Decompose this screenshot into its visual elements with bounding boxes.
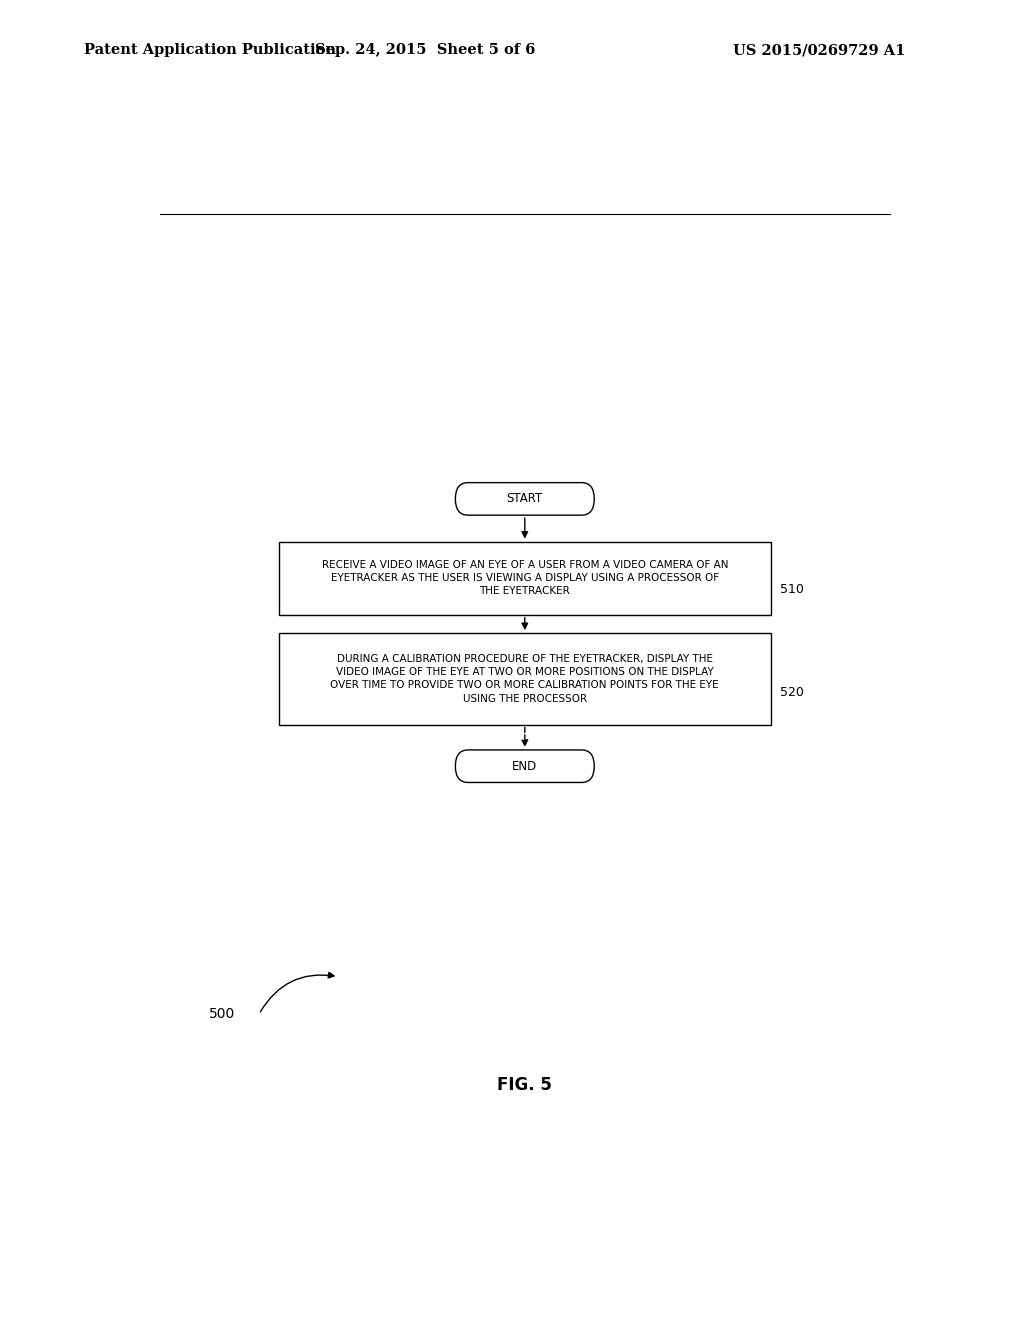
Text: 520: 520 <box>780 686 804 700</box>
Text: 500: 500 <box>209 1007 236 1022</box>
FancyBboxPatch shape <box>279 634 771 725</box>
Text: FIG. 5: FIG. 5 <box>498 1076 552 1094</box>
Text: Sep. 24, 2015  Sheet 5 of 6: Sep. 24, 2015 Sheet 5 of 6 <box>314 44 536 57</box>
Text: RECEIVE A VIDEO IMAGE OF AN EYE OF A USER FROM A VIDEO CAMERA OF AN
EYETRACKER A: RECEIVE A VIDEO IMAGE OF AN EYE OF A USE… <box>322 560 728 597</box>
FancyBboxPatch shape <box>456 750 594 783</box>
Text: START: START <box>507 492 543 506</box>
FancyBboxPatch shape <box>456 483 594 515</box>
Text: END: END <box>512 760 538 772</box>
Text: DURING A CALIBRATION PROCEDURE OF THE EYETRACKER, DISPLAY THE
VIDEO IMAGE OF THE: DURING A CALIBRATION PROCEDURE OF THE EY… <box>331 653 719 704</box>
Text: US 2015/0269729 A1: US 2015/0269729 A1 <box>733 44 905 57</box>
Text: Patent Application Publication: Patent Application Publication <box>84 44 336 57</box>
Text: 510: 510 <box>780 582 804 595</box>
FancyBboxPatch shape <box>279 541 771 615</box>
